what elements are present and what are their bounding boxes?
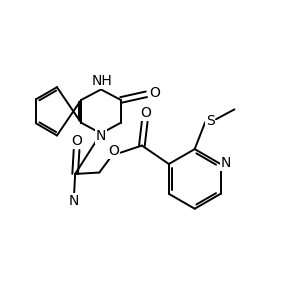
Text: N: N (95, 129, 106, 143)
Text: O: O (150, 86, 160, 101)
Text: NH: NH (92, 74, 113, 88)
Text: N: N (220, 156, 231, 170)
Text: O: O (72, 134, 83, 148)
Text: S: S (206, 114, 215, 128)
Text: N: N (68, 194, 79, 208)
Text: O: O (108, 144, 119, 158)
Text: O: O (140, 106, 151, 120)
